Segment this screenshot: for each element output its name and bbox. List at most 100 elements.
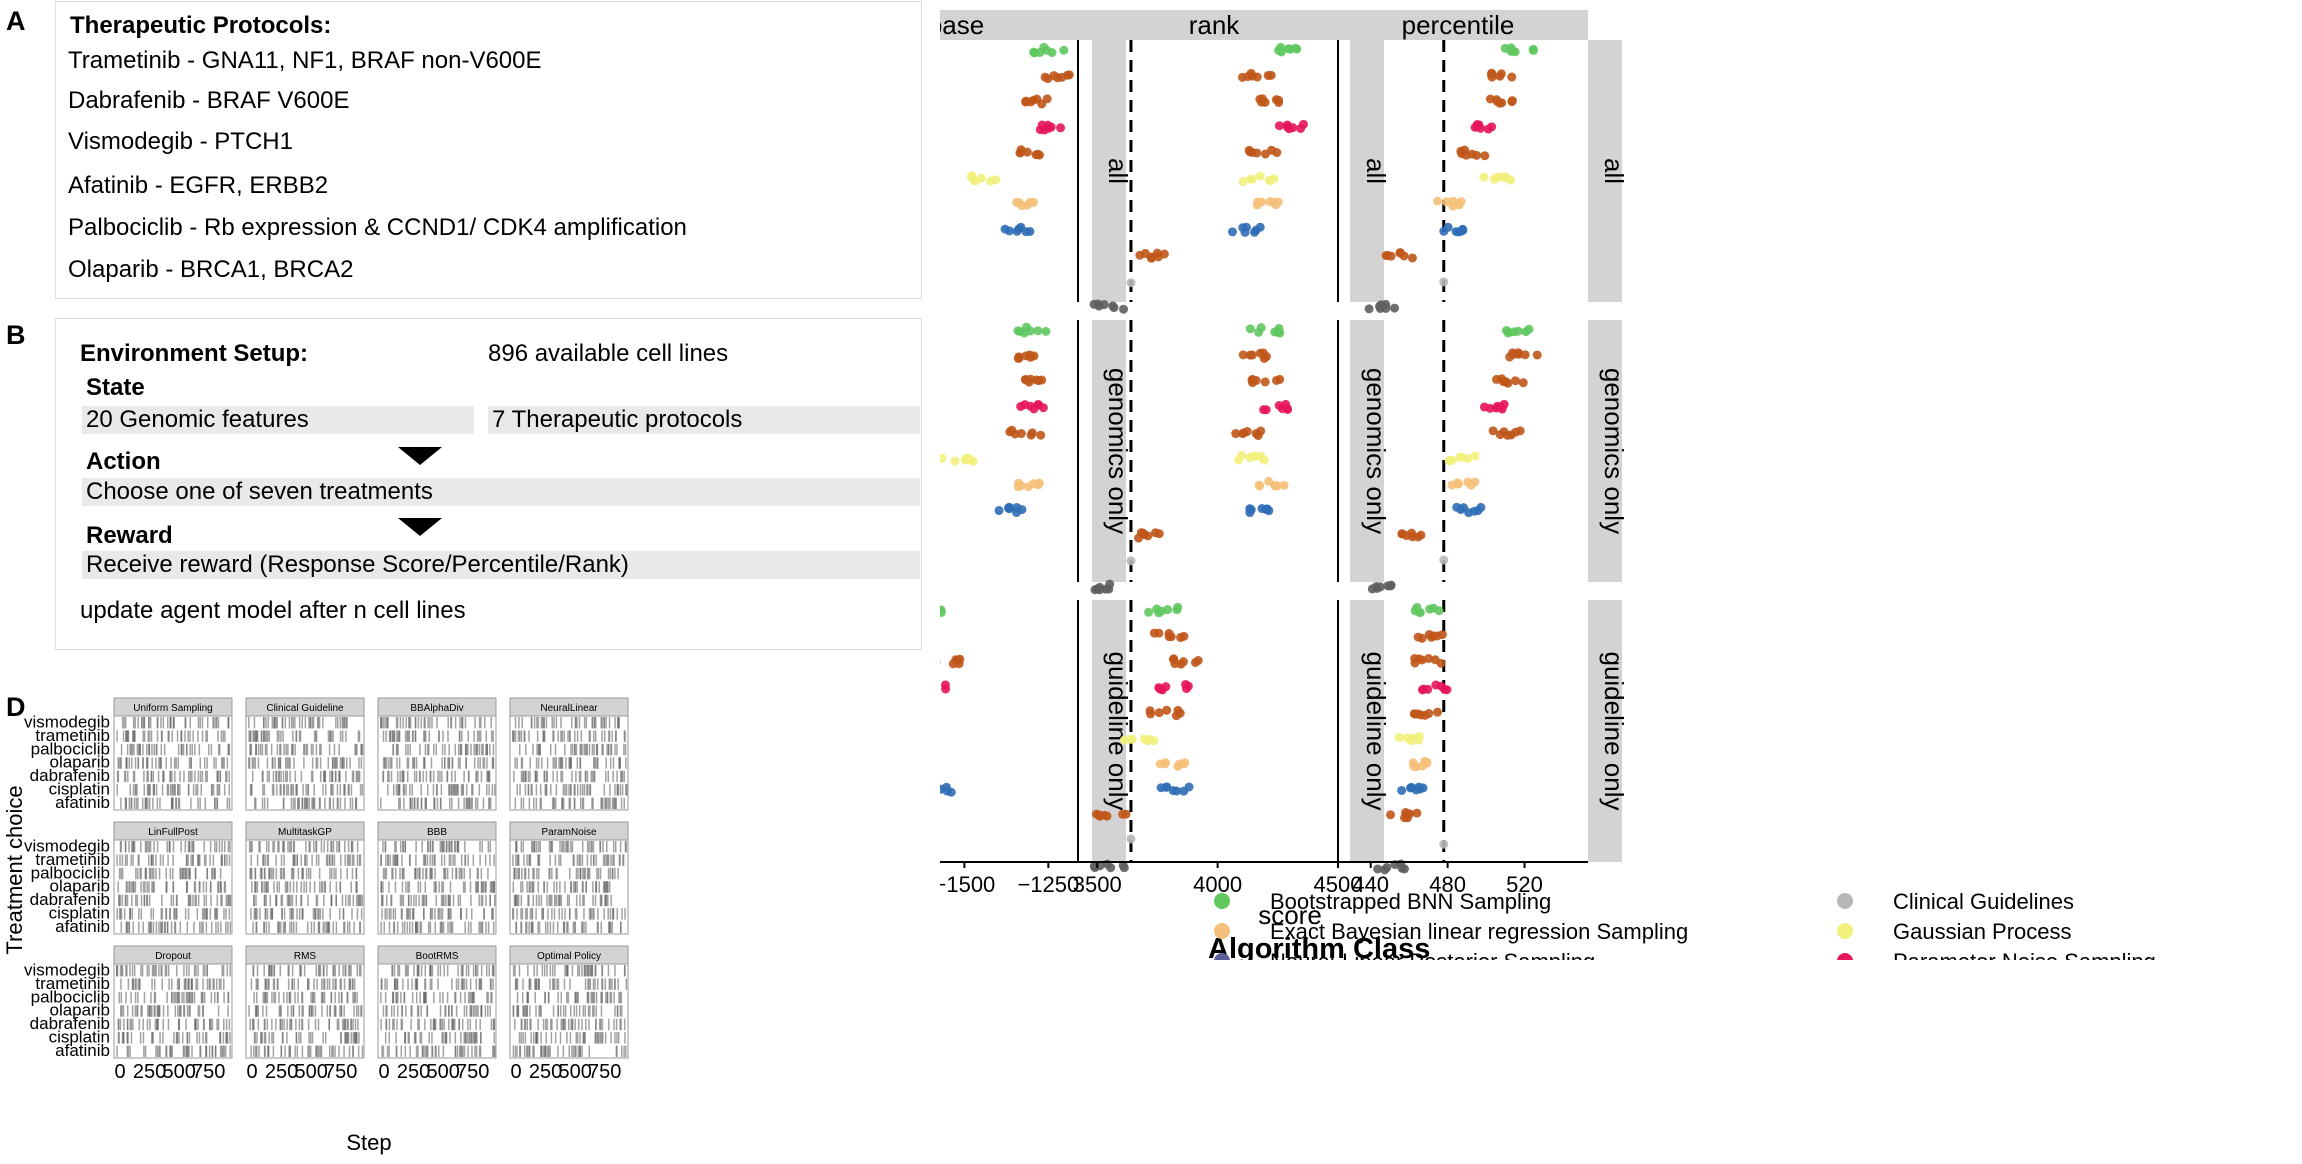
step-mark xyxy=(339,797,342,809)
step-mark xyxy=(425,1045,427,1057)
step-mark xyxy=(529,881,531,893)
step-mark xyxy=(470,743,472,756)
step-mark xyxy=(599,867,602,880)
step-mark xyxy=(172,881,174,893)
step-mark xyxy=(357,1005,360,1017)
step-mark xyxy=(429,965,431,977)
step-mark xyxy=(357,730,360,742)
step-mark xyxy=(217,730,219,742)
step-mark xyxy=(414,978,417,990)
step-mark xyxy=(438,908,440,920)
data-point xyxy=(1279,480,1289,490)
step-mark xyxy=(467,854,469,866)
step-mark xyxy=(144,797,147,809)
step-mark xyxy=(273,717,276,729)
step-mark xyxy=(476,797,479,809)
step-mark xyxy=(608,1018,610,1031)
step-mark xyxy=(457,894,460,907)
step-mark xyxy=(553,717,555,729)
step-mark xyxy=(190,797,192,809)
facet-title: MultitaskGP xyxy=(278,827,332,838)
step-mark xyxy=(451,770,453,783)
step-mark xyxy=(576,717,578,729)
step-mark xyxy=(133,841,136,853)
step-mark xyxy=(323,770,326,783)
step-mark xyxy=(227,894,230,907)
step-mark xyxy=(387,770,389,783)
step-mark xyxy=(263,881,265,893)
step-mark xyxy=(162,717,165,729)
step-mark xyxy=(583,894,585,907)
step-mark xyxy=(122,730,125,742)
step-mark xyxy=(266,743,268,756)
step-mark xyxy=(171,797,174,809)
step-mark xyxy=(539,797,542,809)
step-mark xyxy=(351,797,354,809)
step-mark xyxy=(348,854,350,866)
step-mark xyxy=(526,991,529,1004)
step-mark xyxy=(620,797,623,809)
step-mark xyxy=(357,1045,360,1057)
step-mark xyxy=(271,1032,273,1044)
step-mark xyxy=(187,784,190,796)
step-mark xyxy=(524,1032,527,1044)
step-mark xyxy=(156,717,159,729)
step-mark xyxy=(465,908,468,920)
step-mark xyxy=(532,1032,535,1044)
step-mark xyxy=(442,730,444,742)
step-mark xyxy=(319,1045,322,1057)
step-mark xyxy=(254,867,257,880)
step-mark xyxy=(228,854,231,866)
step-mark xyxy=(592,797,594,809)
step-mark xyxy=(563,921,566,933)
step-mark xyxy=(473,743,475,756)
step-mark xyxy=(557,894,560,907)
step-mark xyxy=(394,908,397,920)
step-mark xyxy=(525,770,527,783)
step-mark xyxy=(579,784,582,796)
step-mark xyxy=(482,743,484,756)
step-mark xyxy=(413,965,415,977)
step-mark xyxy=(382,867,385,880)
step-mark xyxy=(287,743,289,756)
step-mark xyxy=(539,841,541,853)
data-point xyxy=(1118,860,1128,870)
step-mark xyxy=(447,921,449,933)
step-mark xyxy=(321,881,324,893)
step-mark xyxy=(407,965,409,977)
step-mark xyxy=(533,841,536,853)
step-mark xyxy=(204,1032,207,1044)
step-mark xyxy=(491,784,494,796)
step-mark xyxy=(257,743,260,756)
step-mark xyxy=(518,717,520,729)
step-mark xyxy=(403,784,406,796)
step-mark xyxy=(464,921,466,933)
step-mark xyxy=(255,1045,258,1057)
step-mark xyxy=(126,921,129,933)
x-tick-label: 750 xyxy=(324,1061,357,1083)
step-mark xyxy=(603,881,606,893)
step-mark xyxy=(478,921,480,933)
step-mark xyxy=(522,1032,524,1044)
step-mark xyxy=(261,867,263,880)
step-mark xyxy=(286,1018,288,1031)
step-mark xyxy=(217,1018,220,1031)
treatment-label: cisplatin xyxy=(49,780,110,799)
step-mark xyxy=(195,784,197,796)
step-mark xyxy=(605,717,607,729)
step-mark xyxy=(124,841,127,853)
step-mark xyxy=(520,921,522,933)
step-mark xyxy=(617,867,619,880)
step-mark xyxy=(176,730,179,742)
step-mark xyxy=(276,978,279,990)
step-mark xyxy=(528,854,531,866)
step-mark xyxy=(624,841,627,853)
data-point xyxy=(1259,353,1269,363)
step-mark xyxy=(165,757,168,769)
step-mark xyxy=(204,908,206,920)
step-mark xyxy=(349,797,352,809)
step-mark xyxy=(409,854,411,866)
step-mark xyxy=(419,1032,421,1044)
step-mark xyxy=(313,881,316,893)
data-point xyxy=(1390,303,1400,313)
